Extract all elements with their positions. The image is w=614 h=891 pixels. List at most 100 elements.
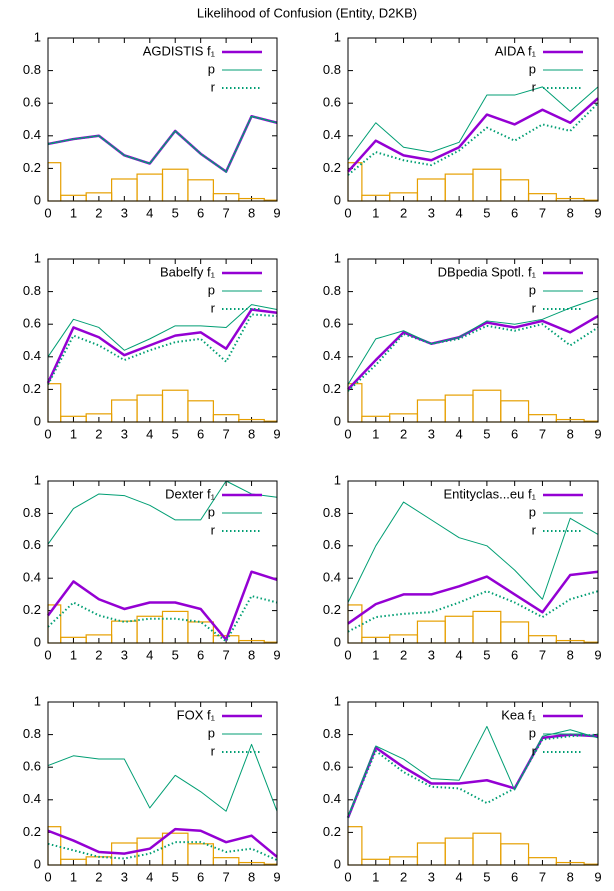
x-tick-label: 6 <box>511 647 518 662</box>
x-tick-label: 3 <box>121 205 128 220</box>
legend-label: r <box>211 300 216 315</box>
plot-frame <box>347 258 599 423</box>
x-tick-label: 3 <box>428 205 435 220</box>
x-tick-label: 0 <box>44 869 51 884</box>
legend-label: AIDA f₁ <box>495 43 537 58</box>
series-line <box>347 570 599 625</box>
series-line <box>46 308 278 384</box>
x-tick-label: 8 <box>567 426 574 441</box>
y-tick-label: 0.8 <box>323 62 341 77</box>
legend-label: p <box>529 504 536 519</box>
legend-label: FOX f₁ <box>177 707 216 722</box>
series-line <box>347 97 599 173</box>
plot-frame <box>47 258 278 423</box>
y-tick-label: 0.6 <box>23 759 41 774</box>
y-tick-label: 0.6 <box>323 95 341 110</box>
y-tick-label: 0.8 <box>23 283 41 298</box>
x-tick-label: 8 <box>248 426 255 441</box>
y-tick-label: 0.4 <box>23 127 41 142</box>
y-tick-label: 0.4 <box>323 570 341 585</box>
y-tick-label: 1 <box>34 250 41 265</box>
plot-frame <box>47 701 278 866</box>
x-tick-label: 4 <box>146 647 153 662</box>
x-tick-label: 4 <box>146 205 153 220</box>
x-tick-label: 9 <box>273 426 280 441</box>
legend-label: AGDISTIS f₁ <box>143 43 216 58</box>
x-tick-label: 4 <box>455 426 462 441</box>
x-tick-label: 8 <box>248 647 255 662</box>
x-tick-label: 0 <box>344 869 351 884</box>
x-tick-label: 5 <box>172 647 179 662</box>
x-tick-label: 1 <box>70 205 77 220</box>
legend-label: p <box>208 282 215 297</box>
y-tick-label: 0.8 <box>23 726 41 741</box>
x-tick-label: 3 <box>428 426 435 441</box>
y-tick-label: 1 <box>334 693 341 708</box>
y-tick-label: 0.2 <box>323 160 341 175</box>
x-tick-label: 5 <box>483 869 490 884</box>
legend-label: r <box>211 79 216 94</box>
x-tick-label: 7 <box>222 869 229 884</box>
x-tick-label: 3 <box>428 647 435 662</box>
x-tick-label: 7 <box>539 205 546 220</box>
x-tick-label: 0 <box>344 647 351 662</box>
x-tick-label: 7 <box>539 426 546 441</box>
x-tick-label: 7 <box>222 647 229 662</box>
x-tick-label: 4 <box>146 426 153 441</box>
series-line <box>347 102 599 176</box>
y-tick-label: 0.8 <box>323 726 341 741</box>
panel: 0 0.2 0.4 0.6 0.8 1 0 1 2 3 4 5 6 7 8 9 Entityclas...eu … <box>323 472 602 662</box>
x-tick-label: 6 <box>197 205 204 220</box>
x-tick-label: 5 <box>172 869 179 884</box>
x-tick-label: 5 <box>172 205 179 220</box>
panel: 0 0.2 0.4 0.6 0.8 1 0 1 2 3 4 5 6 7 8 9 Kea f₁ pr <box>323 693 602 884</box>
x-tick-label: 2 <box>95 869 102 884</box>
legend-label: p <box>529 725 536 740</box>
series-line <box>47 480 278 545</box>
legend-label: Babelfy f₁ <box>160 264 216 279</box>
y-tick-label: 0 <box>34 413 41 428</box>
series-line <box>347 86 599 161</box>
series-line <box>47 115 278 173</box>
y-tick-label: 0.2 <box>323 824 341 839</box>
x-tick-label: 6 <box>197 426 204 441</box>
x-tick-label: 2 <box>95 205 102 220</box>
plot-frame <box>347 701 599 866</box>
x-tick-label: 2 <box>400 647 407 662</box>
y-tick-label: 1 <box>34 472 41 487</box>
y-tick-label: 0.6 <box>323 759 341 774</box>
x-tick-label: 4 <box>455 647 462 662</box>
y-tick-label: 0.4 <box>23 348 41 363</box>
x-tick-label: 8 <box>248 869 255 884</box>
y-tick-label: 0.8 <box>23 505 41 520</box>
x-tick-label: 6 <box>197 647 204 662</box>
legend-label: p <box>529 282 536 297</box>
x-tick-label: 3 <box>428 869 435 884</box>
x-tick-label: 6 <box>511 869 518 884</box>
y-tick-label: 0.2 <box>23 381 41 396</box>
panel: 0 0.2 0.4 0.6 0.8 1 0 1 2 3 4 5 6 7 8 9 AIDA f₁ pr <box>323 29 602 220</box>
x-tick-label: 1 <box>372 869 379 884</box>
y-tick-label: 0.4 <box>323 127 341 142</box>
series-line <box>347 501 599 603</box>
x-tick-label: 1 <box>372 426 379 441</box>
x-tick-label: 4 <box>146 869 153 884</box>
x-tick-label: 2 <box>95 647 102 662</box>
legend-label: r <box>211 522 216 537</box>
y-tick-label: 0.4 <box>23 791 41 806</box>
x-tick-label: 5 <box>483 426 490 441</box>
y-tick-label: 0.6 <box>323 316 341 331</box>
legend-label: r <box>532 743 537 758</box>
legend-label: r <box>211 743 216 758</box>
x-tick-label: 0 <box>44 426 51 441</box>
x-tick-label: 8 <box>567 869 574 884</box>
y-tick-label: 0.6 <box>323 537 341 552</box>
x-tick-label: 1 <box>70 426 77 441</box>
x-tick-label: 5 <box>483 647 490 662</box>
y-tick-label: 0 <box>334 856 341 871</box>
y-tick-label: 0 <box>34 192 41 207</box>
y-tick-label: 0.2 <box>23 824 41 839</box>
y-tick-label: 0 <box>334 413 341 428</box>
x-tick-label: 6 <box>511 205 518 220</box>
legend-label: p <box>208 504 215 519</box>
